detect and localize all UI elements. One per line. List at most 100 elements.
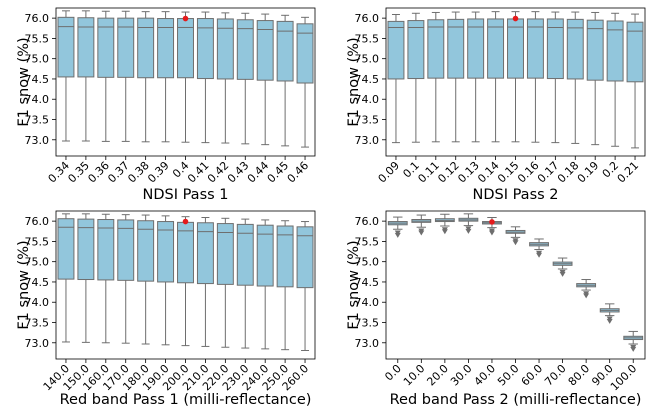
box-plots (387, 11, 644, 149)
box-60.0 (529, 238, 549, 258)
iqr-box (586, 19, 604, 81)
x-axis-title: Red band Pass 2 (milli-reflectance) (390, 392, 642, 408)
x-tick-label: 0.45 (265, 159, 292, 186)
box-plots (57, 213, 314, 351)
iqr-box (407, 20, 425, 80)
box-0.0 (387, 216, 408, 238)
iqr-box (97, 219, 115, 281)
y-tick-label: 76.0 (25, 215, 50, 228)
box-0.38 (137, 11, 155, 143)
outlier-marker (536, 252, 543, 258)
box-20.0 (434, 213, 455, 235)
x-tick-label: 0.41 (185, 159, 212, 186)
x-tick-label: 50.0 (495, 362, 522, 389)
y-tick-label: 76.0 (355, 215, 380, 228)
iqr-box (117, 219, 135, 281)
y-axis-title: F1 snow (%) (16, 240, 32, 329)
x-tick-label: 0.19 (575, 159, 602, 186)
x-tick-label: 100.0 (608, 362, 639, 393)
x-tick-label: 0.17 (535, 159, 562, 186)
x-tick-label: 40.0 (472, 362, 499, 389)
iqr-box (57, 16, 75, 78)
box-140.0 (57, 213, 75, 343)
best-value-marker (182, 15, 189, 22)
x-tick-label: 0.13 (455, 159, 482, 186)
box-170.0 (117, 214, 135, 344)
x-tick-label: 0.46 (285, 159, 312, 186)
y-tick-label: 73.5 (355, 114, 380, 127)
box-80.0 (576, 279, 597, 299)
iqr-box (427, 19, 445, 79)
x-axis-title: NDSI Pass 2 (472, 187, 558, 203)
x-tick-label: 0.36 (85, 159, 112, 186)
y-tick-label: 76.0 (355, 12, 380, 25)
iqr-box (57, 218, 75, 280)
x-tick-label: 0.39 (145, 159, 172, 186)
x-tick-label: 0.12 (435, 159, 462, 186)
outlier-marker (418, 230, 425, 236)
box-90.0 (599, 303, 620, 324)
box-100.0 (623, 330, 644, 352)
y-tick-label: 73.0 (355, 337, 380, 350)
box-0.45 (276, 14, 294, 147)
panel-red-band-pass-1: 73.073.574.074.575.075.576.0140.0150.016… (16, 210, 316, 408)
box-0.11 (427, 11, 445, 143)
box-0.34 (57, 10, 75, 142)
box-0.12 (447, 11, 465, 143)
x-tick-label: 60.0 (519, 362, 546, 389)
y-tick-label: 73.0 (25, 337, 50, 350)
box-10.0 (411, 214, 432, 236)
outlier-marker (512, 240, 519, 246)
best-value-marker (182, 218, 189, 225)
x-tick-label: 0.38 (125, 159, 152, 186)
x-tick-label: 0.42 (205, 159, 232, 186)
y-tick-label: 74.0 (355, 93, 380, 106)
x-tick-label: 0.18 (555, 159, 582, 186)
y-tick-label: 74.0 (25, 296, 50, 309)
y-axis-title: F1 snow (%) (346, 37, 362, 126)
outlier-marker (441, 229, 448, 235)
y-tick-label: 74.0 (25, 93, 50, 106)
outlier-marker (394, 232, 401, 238)
y-tick-label: 75.0 (355, 53, 380, 66)
box-0.46 (296, 16, 314, 148)
box-160.0 (97, 213, 115, 344)
y-tick-label: 75.5 (355, 235, 380, 248)
iqr-box (77, 17, 95, 78)
iqr-box (77, 218, 95, 281)
box-0.41 (196, 11, 214, 144)
box-240.0 (256, 219, 274, 350)
box-0.37 (117, 10, 135, 142)
axis-ticks: 73.073.574.074.575.075.576.00.010.020.03… (355, 215, 640, 393)
y-tick-label: 74.5 (25, 73, 50, 86)
iqr-box (526, 18, 544, 79)
x-tick-label: 0.37 (105, 159, 132, 186)
y-tick-label: 74.5 (355, 73, 380, 86)
iqr-box (507, 18, 524, 79)
outlier-marker (630, 346, 637, 352)
iqr-box (546, 18, 564, 80)
box-230.0 (236, 218, 254, 349)
y-tick-label: 73.0 (25, 134, 50, 147)
y-tick-label: 73.5 (25, 317, 50, 330)
x-tick-label: 0.14 (475, 159, 502, 186)
iqr-box (387, 20, 405, 80)
box-0.17 (546, 11, 564, 144)
box-210.0 (196, 216, 214, 347)
y-tick-label: 74.5 (355, 276, 380, 289)
iqr-box (467, 18, 485, 79)
iqr-box (177, 221, 194, 284)
box-0.36 (97, 10, 115, 142)
box-0.4 (177, 11, 194, 143)
box-220.0 (216, 217, 234, 348)
y-tick-label: 74.0 (355, 296, 380, 309)
y-axis-title: F1 snow (%) (16, 37, 32, 126)
box-0.1 (407, 12, 425, 143)
x-tick-label: 0.43 (225, 159, 252, 186)
outlier-marker (559, 271, 566, 277)
x-tick-label: 0.16 (515, 159, 542, 186)
x-tick-label: 0.09 (376, 159, 403, 186)
box-260.0 (296, 221, 314, 351)
iqr-box (487, 18, 505, 79)
x-tick-label: 0.15 (495, 159, 522, 186)
